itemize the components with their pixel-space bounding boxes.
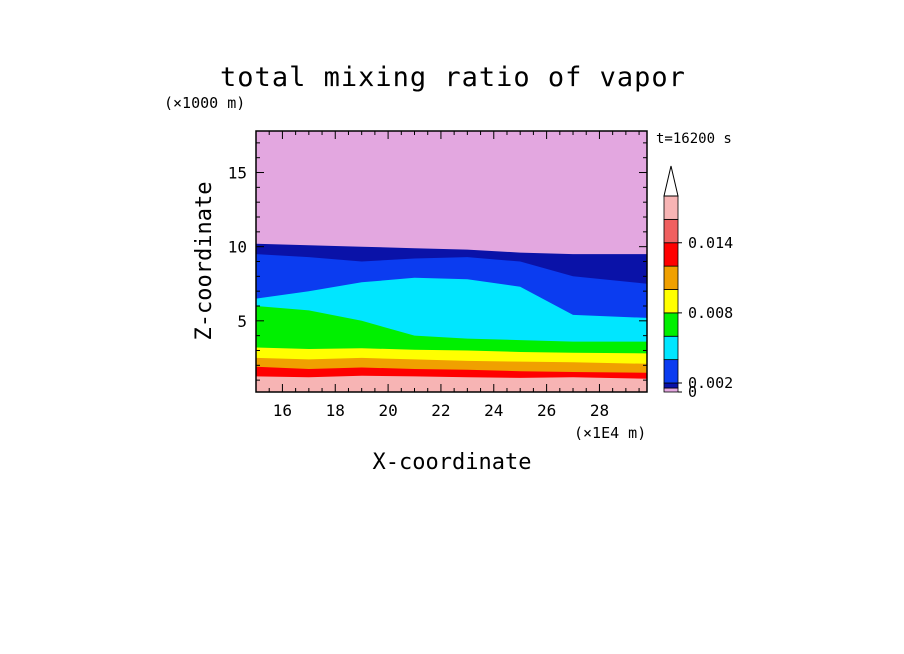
colorbar-segment-7 [663, 242, 679, 267]
colorbar-segment-2 [663, 359, 679, 384]
chart-title: total mixing ratio of vapor [220, 62, 686, 93]
colorbar-segment-1 [663, 382, 679, 389]
colorbar-segment-9 [663, 195, 679, 220]
y-tick-label: 15 [228, 164, 247, 183]
colorbar-segment-0 [663, 387, 679, 393]
colorbar-segment-6 [663, 265, 679, 290]
x-tick-label: 24 [484, 401, 503, 420]
colorbar-extend-arrow [663, 165, 679, 197]
colorbar-tick-label: 0.002 [688, 374, 733, 392]
x-tick-label: 22 [431, 401, 450, 420]
contour-band-7 [256, 375, 647, 392]
x-tick-label: 28 [590, 401, 609, 420]
colorbar: 00.002 0.008 0.014 [663, 165, 733, 401]
colorbar-segment-5 [663, 289, 679, 314]
colorbar-segment-8 [663, 218, 679, 244]
x-tick-label: 26 [537, 401, 556, 420]
axes: 16 18 20 22 24 26 28 5 10 15 [228, 130, 648, 420]
time-label: t=16200 s [656, 131, 732, 147]
y-axis-label: Z-coordinate [192, 182, 217, 341]
y-tick-label: 5 [237, 312, 247, 331]
colorbar-tick-label: 0.008 [688, 304, 733, 322]
colorbar-segment-4 [663, 312, 679, 337]
plot-area [256, 131, 647, 392]
y-axis-unit: (×1000 m) [164, 94, 245, 112]
colorbar-tick-label: 0 [688, 383, 697, 401]
y-tick-label: 10 [228, 238, 247, 257]
x-tick-label: 18 [326, 401, 345, 420]
x-axis-unit: (×1E4 m) [574, 424, 646, 442]
colorbar-segment-3 [663, 335, 679, 361]
x-tick-label: 16 [273, 401, 292, 420]
x-axis-label: X-coordinate [373, 450, 532, 475]
x-tick-label: 20 [378, 401, 397, 420]
colorbar-tick-label: 0.014 [688, 234, 733, 252]
